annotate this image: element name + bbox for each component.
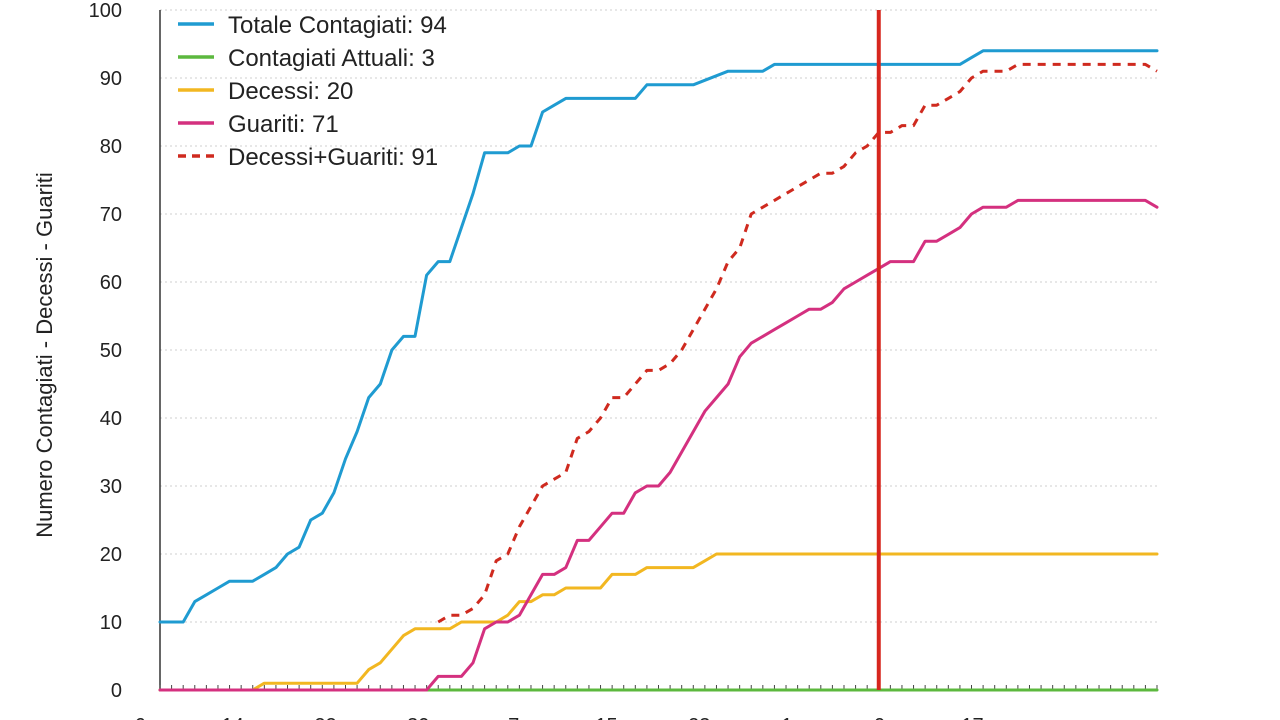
series-line-3	[158, 198, 1159, 692]
y-tick-label: 10	[100, 612, 122, 634]
y-tick-label: 90	[100, 68, 122, 90]
y-tick-label: 100	[89, 0, 122, 22]
x-tick-label: 14 mar	[222, 715, 285, 720]
y-tick-label: 60	[100, 272, 122, 294]
legend-label-0: Totale Contagiati: 94	[228, 12, 447, 39]
x-tick-label: 22 mar	[314, 715, 377, 720]
x-tick-label: 23 apr	[688, 715, 745, 720]
y-tick-label: 20	[100, 544, 122, 566]
legend-label-2: Decessi: 20	[228, 78, 353, 105]
y-tick-label: 80	[100, 136, 122, 158]
x-tick-label: 30 mar	[407, 715, 470, 720]
x-tick-label: 6 mar	[134, 715, 185, 720]
x-tick-label: 17 mag	[961, 715, 1028, 720]
legend-label-1: Contagiati Attuali: 3	[228, 45, 435, 72]
y-axis-title: Numero Contagiati - Decessi - Guariti	[32, 172, 57, 538]
x-tick-label: 15 apr	[595, 715, 652, 720]
series-line-4	[437, 62, 1158, 624]
series-line-0	[158, 49, 1159, 624]
y-tick-label: 70	[100, 204, 122, 226]
legend-label-3: Guariti: 71	[228, 111, 339, 138]
x-tick-label: 9 mag	[874, 715, 930, 720]
y-tick-label: 0	[111, 680, 122, 702]
x-tick-label: 7 apr	[508, 715, 554, 720]
series-lines	[158, 49, 1159, 692]
y-tick-label: 40	[100, 408, 122, 430]
x-tick-label: 1 mag	[781, 715, 837, 720]
y-axis-ticks: 0 10 20 30 40 50 60 70 80 90 100	[89, 0, 122, 702]
y-tick-label: 50	[100, 340, 122, 362]
legend: Totale Contagiati: 94 Contagiati Attuali:…	[178, 12, 447, 171]
y-tick-label: 30	[100, 476, 122, 498]
legend-label-4: Decessi+Guariti: 91	[228, 144, 438, 171]
series-line-2	[158, 552, 1159, 692]
